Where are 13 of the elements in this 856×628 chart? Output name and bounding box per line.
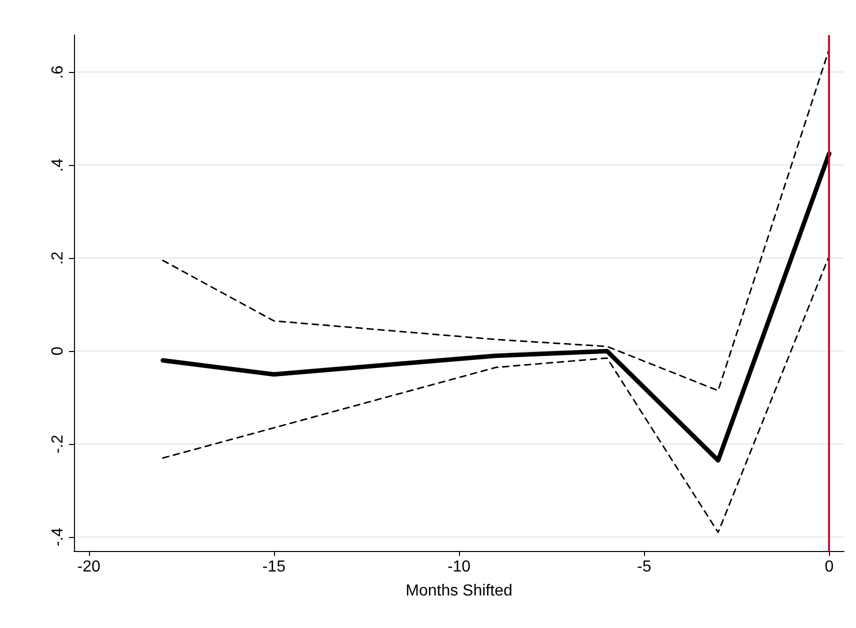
x-tick-label: -10 <box>447 558 471 576</box>
y-tick-label: 0 <box>50 346 66 356</box>
x-tick-label: -20 <box>77 558 100 576</box>
y-tick-label: -.4 <box>50 528 66 546</box>
x-tick-label: 0 <box>824 558 834 576</box>
line-series <box>162 255 830 534</box>
x-tick-label: -5 <box>636 558 652 576</box>
y-tick-label: .4 <box>50 158 66 172</box>
x-tick-label: -15 <box>262 558 286 576</box>
y-tick-label: -.2 <box>50 434 66 454</box>
x-axis-title: Months Shifted <box>406 582 512 600</box>
y-tick-label: .2 <box>50 251 66 265</box>
y-tick-label: .6 <box>50 65 66 79</box>
